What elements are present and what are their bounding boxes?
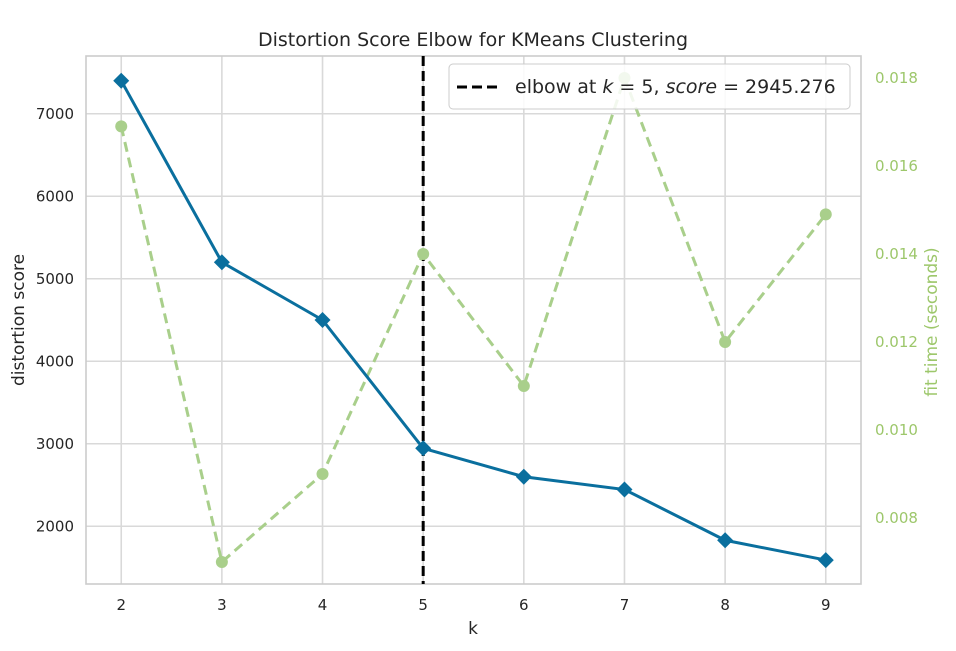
- y-right-tick-label: 0.008: [875, 509, 918, 527]
- distortion-point: [616, 481, 633, 498]
- series-layer: [113, 72, 834, 569]
- fit-time-point: [115, 120, 128, 133]
- plot-area: [85, 55, 862, 585]
- x-tick-label: 5: [418, 596, 428, 614]
- y-tick-label: 7000: [36, 105, 74, 123]
- x-tick-label: 3: [217, 596, 227, 614]
- y-axis-label: distortion score: [9, 254, 29, 386]
- y-tick-label: 3000: [36, 435, 74, 453]
- y-right-tick-label: 0.012: [875, 333, 918, 351]
- fit-time-point: [417, 248, 430, 260]
- legend-k-value: = 5,: [613, 76, 665, 98]
- x-axis-label: k: [468, 619, 478, 639]
- fit-time-point: [719, 336, 732, 348]
- y-axis-right-label: fit time (seconds): [922, 247, 942, 396]
- x-tick-label: 9: [821, 596, 831, 614]
- distortion-point: [515, 468, 532, 485]
- grid-lines: [86, 56, 861, 584]
- legend-score-value: = 2945.276: [717, 76, 836, 98]
- y-right-tick-label: 0.014: [875, 245, 918, 263]
- y-tick-label: 6000: [36, 187, 74, 205]
- distortion-point: [415, 440, 432, 457]
- distortion-line: [119, 80, 827, 562]
- y-right-tick-label: 0.016: [875, 157, 918, 175]
- x-tick-label: 7: [620, 596, 630, 614]
- y-tick-label: 5000: [36, 270, 74, 288]
- fit-time-point: [517, 380, 530, 392]
- y-axis-right-ticks: 0.008 0.010 0.012 0.014 0.016 0.018: [875, 69, 918, 527]
- chart-title: Distortion Score Elbow for KMeans Cluste…: [258, 29, 688, 51]
- legend-k: k: [602, 76, 614, 98]
- x-tick-label: 4: [318, 596, 328, 614]
- fit-time-line: [119, 73, 827, 565]
- x-tick-label: 2: [116, 596, 126, 614]
- x-axis-ticks: 2 3 4 5 6 7 8 9: [116, 596, 830, 614]
- fit-time-point: [819, 208, 832, 221]
- y-tick-label: 2000: [36, 517, 74, 535]
- x-tick-label: 6: [519, 596, 529, 614]
- legend-prefix: elbow at: [515, 76, 602, 98]
- legend-score: score: [666, 76, 717, 98]
- y-axis-ticks: 2000 3000 4000 5000 6000 7000: [36, 105, 74, 536]
- distortion-point: [213, 254, 230, 271]
- fit-time-point: [215, 556, 228, 568]
- legend-elbow-label: elbow at k = 5, score = 2945.276: [515, 76, 836, 98]
- y-tick-label: 4000: [36, 352, 74, 370]
- y-right-tick-label: 0.010: [875, 421, 918, 439]
- distortion-point: [817, 552, 834, 569]
- x-tick-label: 8: [720, 596, 730, 614]
- legend-box: [448, 63, 851, 110]
- legend: elbow at k = 5, score = 2945.276: [448, 63, 851, 110]
- distortion-point: [717, 532, 734, 549]
- y-right-tick-label: 0.018: [875, 69, 918, 87]
- distortion-point: [113, 72, 130, 89]
- distortion-point: [314, 312, 331, 328]
- fit-time-point: [316, 468, 329, 480]
